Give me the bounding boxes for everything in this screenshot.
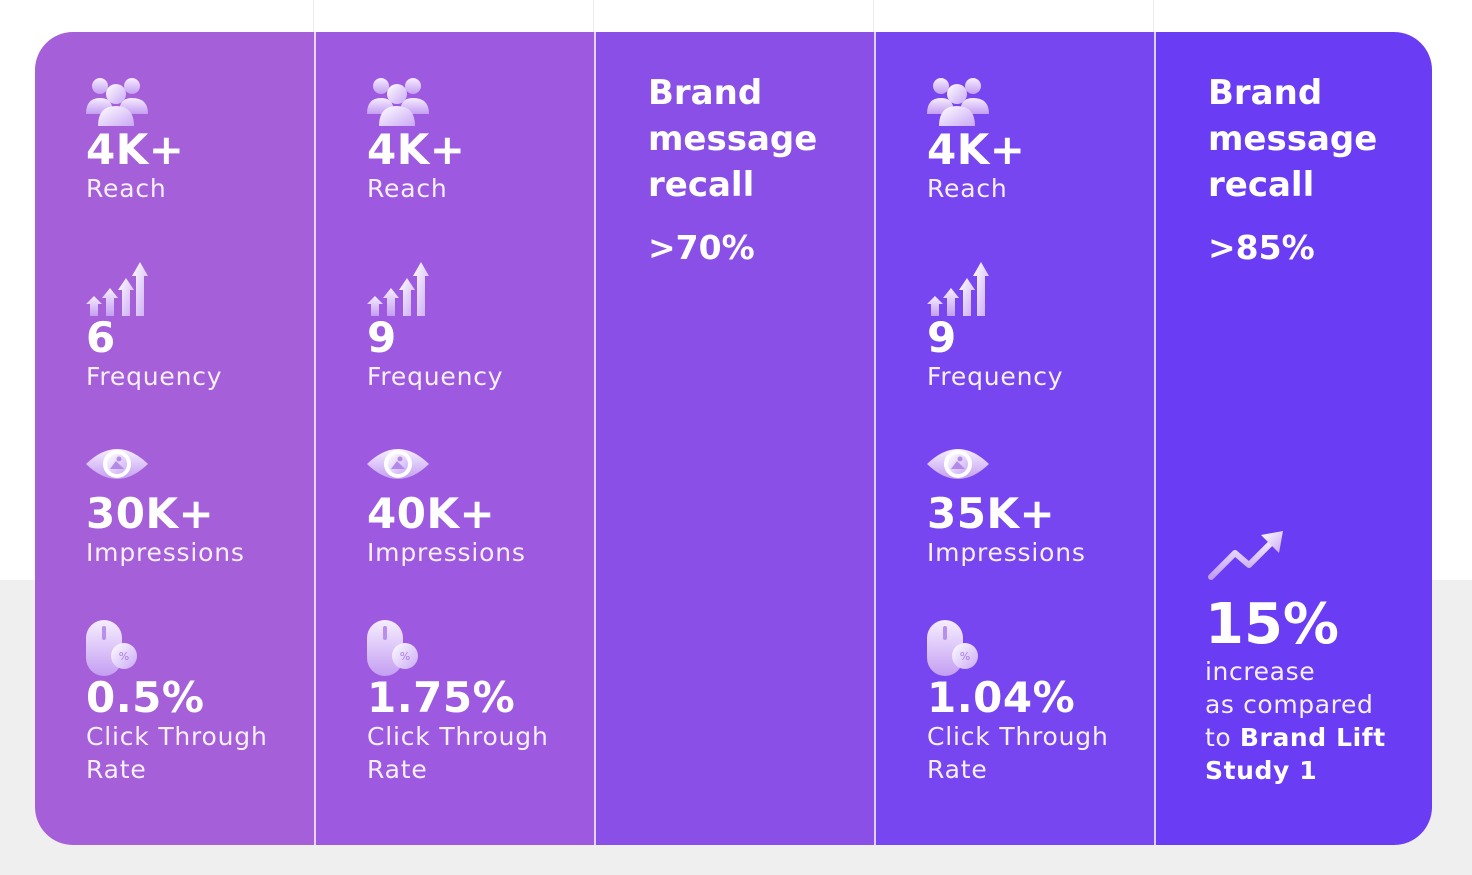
recall-column-2: Brand message recall >85% 15% increase a… [1154,32,1432,845]
reach-metric: 4K+ Reach [927,72,1025,205]
reach-metric: 4K+ Reach [86,72,184,205]
ctr-value: 1.04% [927,673,1076,722]
brand-recall: Brand message recall >85% [1208,70,1418,268]
ctr-metric: % 1.75% Click Through Rate [367,620,549,786]
frequency-metric: 9 Frequency [367,260,503,393]
study-column-2: 4K+ Reach 9 Frequency 40K+ Impressions [314,32,594,845]
ctr-label-line2: Rate [86,755,147,784]
ctr-label-line1: Click Through [86,722,268,751]
lift-study-name: Brand Lift [1239,723,1386,752]
reach-metric: 4K+ Reach [367,72,465,205]
users-icon [927,78,989,126]
eye-icon [367,449,429,479]
frequency-value: 9 [367,313,397,362]
lift-line2: as compared [1205,690,1374,719]
reach-label: Reach [86,174,167,203]
mouse-percent-icon: % [927,620,978,676]
recall-title-line3: recall [648,165,755,205]
impressions-value: 35K+ [927,489,1056,538]
recall-title: Brand message recall [648,70,858,208]
users-icon [86,78,148,126]
bar-growth-icon [367,262,429,316]
ctr-metric: % 0.5% Click Through Rate [86,620,268,786]
lift-line3-prefix: to [1205,723,1240,752]
impressions-metric: 30K+ Impressions [86,436,245,569]
mouse-percent-icon: % [86,620,137,676]
brand-lift: 15% increase as compared to Brand Lift S… [1205,527,1425,787]
reach-label: Reach [927,174,1008,203]
lift-value: 15% [1205,592,1340,657]
lift-line3: to Brand Lift [1205,721,1425,754]
lift-line1: increase [1205,657,1316,686]
ctr-value: 1.75% [367,673,516,722]
recall-title-line3: recall [1208,165,1315,205]
frequency-metric: 9 Frequency [927,260,1063,393]
frequency-label: Frequency [367,362,504,391]
users-icon [367,78,429,126]
impressions-value: 40K+ [367,489,496,538]
ctr-metric: % 1.04% Click Through Rate [927,620,1109,786]
eye-icon [927,449,989,479]
recall-title-line1: Brand [1208,73,1323,113]
ctr-label-line1: Click Through [927,722,1109,751]
impressions-value: 30K+ [86,489,215,538]
reach-value: 4K+ [86,125,185,174]
brand-recall: Brand message recall >70% [648,70,858,268]
impressions-label: Impressions [86,538,245,567]
recall-value: >70% [648,228,755,267]
ctr-value: 0.5% [86,673,205,722]
bar-growth-icon [927,262,989,316]
bar-growth-icon [86,262,148,316]
frequency-value: 6 [86,313,116,362]
svg-text:%: % [960,650,970,663]
mouse-percent-icon: % [367,620,418,676]
frequency-metric: 6 Frequency [86,260,222,393]
recall-title-line2: message [1208,119,1378,159]
frequency-value: 9 [927,313,957,362]
trend-up-icon [1208,531,1283,580]
results-board: 4K+ Reach 6 Frequency 30K+ Impressions [35,32,1432,845]
ctr-label-line2: Rate [367,755,428,784]
impressions-metric: 40K+ Impressions [367,436,526,569]
recall-title-line1: Brand [648,73,763,113]
reach-value: 4K+ [927,125,1026,174]
eye-icon [86,449,148,479]
impressions-label: Impressions [927,538,1086,567]
frequency-label: Frequency [86,362,223,391]
svg-text:%: % [119,650,129,663]
lift-study-number: Study 1 [1205,756,1318,785]
study-column-1: 4K+ Reach 6 Frequency 30K+ Impressions [35,32,314,845]
frequency-label: Frequency [927,362,1064,391]
impressions-metric: 35K+ Impressions [927,436,1086,569]
reach-value: 4K+ [367,125,466,174]
recall-title-line2: message [648,119,818,159]
recall-title: Brand message recall [1208,70,1418,208]
recall-value: >85% [1208,228,1315,267]
recall-column-1: Brand message recall >70% [594,32,874,845]
ctr-label-line1: Click Through [367,722,549,751]
ctr-label-line2: Rate [927,755,988,784]
svg-text:%: % [400,650,410,663]
study-column-3: 4K+ Reach 9 Frequency 35K+ Impressions [874,32,1154,845]
reach-label: Reach [367,174,448,203]
impressions-label: Impressions [367,538,526,567]
